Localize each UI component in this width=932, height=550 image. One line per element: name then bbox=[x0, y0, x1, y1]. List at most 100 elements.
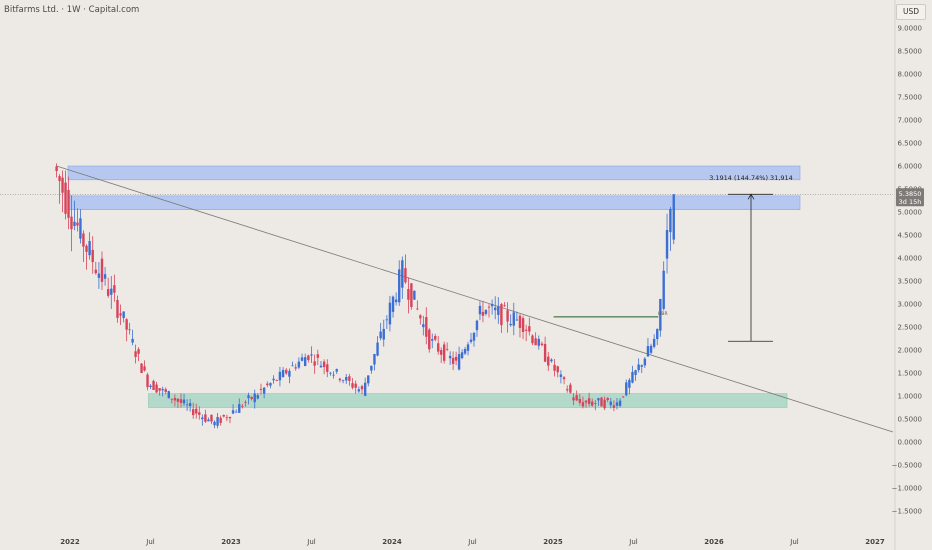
candle-5 bbox=[67, 176, 70, 230]
candle-body bbox=[238, 404, 241, 413]
candle-103 bbox=[370, 365, 373, 374]
candle-2 bbox=[58, 174, 61, 204]
candle-95 bbox=[345, 374, 348, 384]
candle-118 bbox=[416, 300, 419, 311]
candle-body bbox=[219, 417, 222, 423]
candle-body bbox=[360, 386, 364, 390]
candle-143 bbox=[490, 299, 494, 315]
candle-body bbox=[234, 411, 238, 413]
candle-8 bbox=[76, 208, 79, 232]
candle-147 bbox=[503, 302, 506, 307]
candle-160 bbox=[543, 336, 547, 363]
candle-170 bbox=[575, 390, 578, 402]
candle-55 bbox=[219, 415, 222, 426]
candle-175 bbox=[591, 398, 594, 407]
price-countdown: 3d 15h bbox=[899, 198, 922, 206]
candle-body bbox=[425, 317, 428, 337]
candle-body bbox=[354, 383, 357, 388]
candle-22 bbox=[119, 304, 122, 326]
candle-body bbox=[490, 303, 494, 307]
candle-180 bbox=[606, 397, 609, 403]
candle-body bbox=[335, 369, 338, 372]
candle-body bbox=[357, 389, 361, 392]
candle-body bbox=[241, 406, 244, 408]
candle-body bbox=[528, 326, 531, 332]
candle-body bbox=[185, 404, 189, 406]
x-tick-label: 2027 bbox=[865, 538, 885, 546]
x-tick-label: Jul bbox=[789, 538, 799, 546]
candle-body bbox=[341, 380, 345, 382]
candle-42 bbox=[179, 393, 183, 408]
candle-90 bbox=[329, 371, 332, 376]
supply-zone-2 bbox=[67, 195, 801, 210]
candle-body bbox=[569, 384, 572, 393]
candle-body bbox=[469, 339, 473, 342]
candle-body bbox=[76, 222, 79, 226]
candle-body bbox=[351, 383, 354, 388]
candle-71 bbox=[269, 382, 272, 389]
current-price-value: 5.3850 bbox=[899, 190, 922, 198]
candle-51 bbox=[207, 417, 210, 422]
candle-body bbox=[244, 401, 247, 403]
candle-197 bbox=[659, 298, 662, 337]
candle-body bbox=[307, 355, 310, 361]
candle-144 bbox=[494, 296, 497, 320]
candle-94 bbox=[341, 379, 345, 384]
y-tick-label: 9.0000 bbox=[898, 25, 923, 33]
candle-199 bbox=[665, 213, 669, 274]
x-tick-label: Jul bbox=[628, 538, 638, 546]
candle-body bbox=[665, 229, 669, 259]
candle-body bbox=[97, 273, 101, 278]
candle-137 bbox=[472, 331, 476, 347]
candle-159 bbox=[540, 341, 544, 347]
candle-113 bbox=[401, 256, 404, 299]
chart-title: Bitfarms Ltd. · 1W · Capital.com bbox=[4, 5, 140, 15]
candle-body bbox=[379, 331, 382, 339]
candle-body bbox=[581, 402, 585, 407]
candle-body bbox=[310, 354, 313, 356]
candle-body bbox=[460, 352, 464, 359]
candle-body bbox=[547, 356, 550, 366]
candle-body bbox=[509, 323, 512, 326]
candle-body bbox=[272, 378, 275, 381]
y-tick-label: 2.0000 bbox=[898, 347, 923, 355]
candle-body bbox=[475, 320, 479, 331]
candle-body bbox=[128, 329, 131, 331]
candle-50 bbox=[204, 409, 207, 423]
y-tick-label: 7.0000 bbox=[898, 117, 923, 125]
candle-200 bbox=[669, 206, 672, 251]
candle-157 bbox=[534, 332, 537, 346]
candle-142 bbox=[487, 304, 491, 318]
candle-151 bbox=[515, 311, 519, 321]
candle-body bbox=[600, 397, 603, 407]
supply-zone-1 bbox=[67, 165, 801, 181]
y-tick-label: 7.5000 bbox=[898, 94, 923, 102]
currency-button[interactable]: USD bbox=[896, 4, 926, 20]
candle-body bbox=[262, 387, 266, 394]
candle-body bbox=[73, 221, 76, 226]
candle-body bbox=[140, 363, 143, 373]
candle-27 bbox=[134, 344, 137, 364]
x-tick-label: 2026 bbox=[704, 538, 724, 546]
candle-1 bbox=[55, 163, 58, 178]
candle-body bbox=[225, 417, 229, 419]
candle-body bbox=[373, 353, 376, 365]
current-price-badge bbox=[896, 188, 924, 207]
candle-120 bbox=[422, 315, 425, 336]
candle-body bbox=[367, 375, 370, 384]
candle-body bbox=[584, 400, 588, 403]
candle-body bbox=[188, 403, 192, 407]
y-tick-label: 8.5000 bbox=[898, 48, 923, 56]
candle-body bbox=[410, 283, 413, 307]
candle-172 bbox=[581, 396, 585, 409]
candle-body bbox=[404, 268, 407, 283]
candle-146 bbox=[500, 302, 503, 333]
candle-body bbox=[131, 338, 134, 343]
candle-201 bbox=[672, 194, 675, 245]
candle-192 bbox=[643, 357, 647, 368]
candle-body bbox=[376, 342, 379, 356]
candle-124 bbox=[434, 333, 437, 342]
candle-186 bbox=[625, 379, 628, 397]
candle-82 bbox=[303, 353, 307, 367]
